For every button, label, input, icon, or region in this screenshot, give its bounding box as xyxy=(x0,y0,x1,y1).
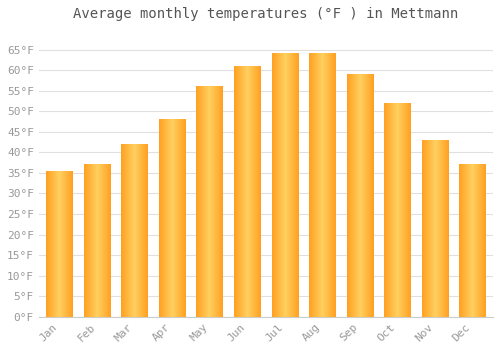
Title: Average monthly temperatures (°F ) in Mettmann: Average monthly temperatures (°F ) in Me… xyxy=(74,7,458,21)
